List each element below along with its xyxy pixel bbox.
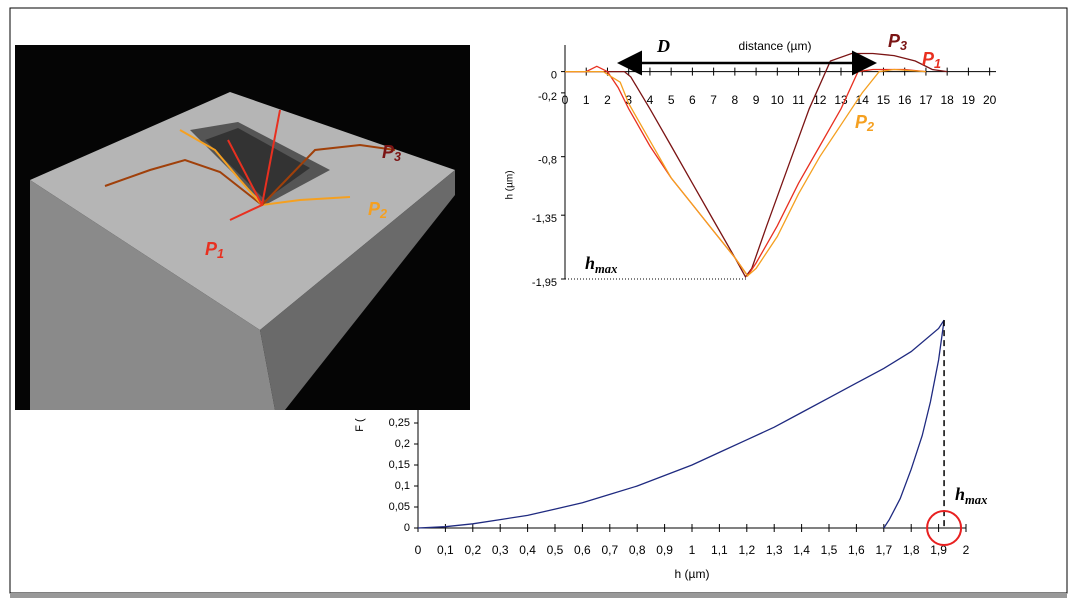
series-label: P1 [922,49,941,72]
x-tick-label: 1,3 [766,543,783,557]
x-tick-label: 5 [668,93,675,107]
x-tick-label: 0,3 [492,543,509,557]
x-axis-label: h (µm) [675,567,710,581]
x-tick-label: 20 [983,93,997,107]
x-tick-label: 15 [877,93,891,107]
line-series [417,319,945,529]
x-tick-label: 3 [625,93,632,107]
x-tick-label: 0 [562,93,569,107]
x-tick-label: 2 [604,93,611,107]
afm-image: P3 P2 P1 [15,45,470,410]
x-tick-label: 12 [813,93,827,107]
x-tick-label: 6 [689,93,696,107]
y-tick-label: 0,15 [389,459,410,471]
x-tick-label: 0 [415,543,422,557]
annotation: D [656,36,670,56]
x-tick-label: 18 [940,93,954,107]
x-tick-label: 1 [583,93,590,107]
x-tick-label: 13 [834,93,848,107]
x-tick-label: 0,6 [574,543,591,557]
x-tick-label: 1,4 [793,543,810,557]
x-tick-label: 0,8 [629,543,646,557]
y-tick-label: -1,95 [532,277,557,289]
x-tick-label: 1,7 [875,543,892,557]
y-tick-label: -0,2 [538,91,557,103]
y-axis-label: F ( [354,418,366,432]
line-series [883,320,945,529]
x-tick-label: 1 [689,543,696,557]
x-tick-label: 1,8 [903,543,920,557]
x-tick-label: 0,4 [519,543,536,557]
y-axis-label: h (µm) [505,170,516,199]
y-tick-label: 0,1 [395,480,410,492]
x-tick-label: 11 [792,93,805,107]
x-tick-label: 1,1 [711,543,728,557]
frame-shadow [10,593,1067,598]
hmax-circle [926,510,963,546]
y-tick-label: 0 [551,69,557,81]
y-tick-label: -0,8 [538,155,557,167]
x-tick-label: 7 [710,93,717,107]
line-series [565,68,926,277]
annotation: hmax [585,253,617,276]
image-label: P2 [368,199,387,222]
series-label: P2 [855,112,874,135]
profile-chart: 0 1 2 3 4 5 6 7 8 9 10 11 12 13 14 15 16 17 18 19 200-0,2-0,… [505,31,997,289]
y-tick-label: 0,2 [395,438,410,450]
series-label: P3 [888,31,907,54]
x-tick-label: 19 [962,93,976,107]
x-tick-label: 1,5 [821,543,838,557]
x-tick-label: 0,1 [437,543,454,557]
x-tick-label: 0,9 [656,543,673,557]
y-tick-label: -1,35 [532,213,557,225]
x-tick-label: 1,6 [848,543,865,557]
x-tick-label: 17 [919,93,933,107]
annotation: hmax [955,484,987,507]
x-tick-label: 0,7 [601,543,618,557]
x-tick-label: 16 [898,93,912,107]
y-tick-label: 0,25 [389,417,410,429]
x-tick-label: 9 [753,93,760,107]
x-tick-label: 2 [963,543,970,557]
x-tick-label: 0,5 [547,543,564,557]
x-tick-label: 0,2 [464,543,481,557]
x-tick-label: 1,2 [738,543,755,557]
load-chart: 0 0,1 0,2 0,3 0,4 0,5 0,6 0,7 0,8 0,9 1 1,1 1,2 1,3 1,… [354,318,987,581]
x-tick-label: 8 [732,93,739,107]
image-label: P1 [205,239,224,262]
x-tick-label: 10 [771,93,785,107]
x-axis-label: distance (µm) [739,39,812,53]
image-label: P3 [382,142,401,165]
x-tick-label: 1,9 [930,543,947,557]
y-tick-label: 0,05 [389,501,410,513]
y-tick-label: 0 [404,522,410,534]
x-tick-label: 4 [647,93,654,107]
